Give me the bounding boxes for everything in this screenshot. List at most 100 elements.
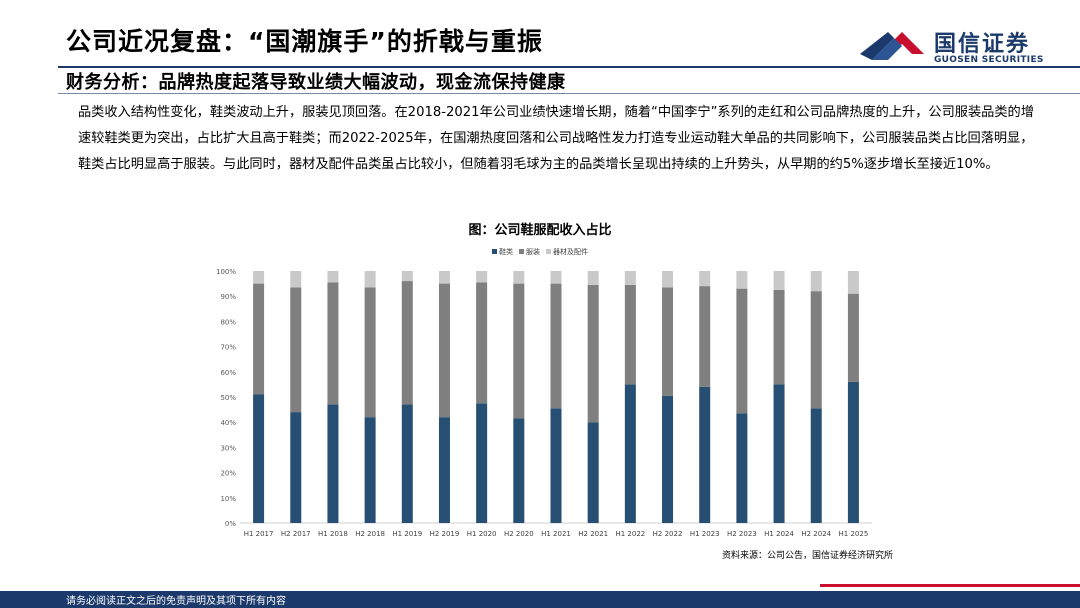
footer-accent: [820, 584, 1080, 587]
bar-segment-footwear: [438, 417, 450, 523]
y-tick-label: 70%: [220, 344, 236, 352]
bar-segment-equipment: [290, 271, 302, 288]
subtitle-rule: [58, 93, 1080, 94]
x-tick-label: H1 2024: [764, 530, 794, 538]
bar-segment-apparel: [736, 288, 748, 414]
bar-segment-equipment: [587, 271, 599, 285]
y-tick-label: 100%: [216, 268, 236, 276]
bar-segment-apparel: [550, 283, 562, 409]
x-tick-label: H2 2017: [281, 530, 311, 538]
x-tick-label: H1 2018: [318, 530, 348, 538]
bar-segment-apparel: [624, 284, 636, 385]
bar-segment-equipment: [476, 271, 488, 283]
footer-disclaimer: 请务必阅读正文之后的免责声明及其项下所有内容: [66, 596, 286, 607]
guosen-logo-icon: [860, 32, 924, 60]
logo-text-en: GUOSEN SECURITIES: [934, 55, 1044, 65]
bar-segment-apparel: [587, 284, 599, 423]
bar-segment-apparel: [253, 283, 265, 395]
bar-segment-apparel: [699, 286, 711, 387]
body-paragraph: 品类收入结构性变化，鞋类波动上升，服装见顶回落。在2018-2021年公司业绩快…: [78, 105, 1034, 172]
chart-title: 图：公司鞋服配收入占比: [468, 223, 612, 238]
y-tick-label: 30%: [220, 444, 236, 452]
guosen-logo: 国信证券 GUOSEN SECURITIES: [858, 24, 1048, 68]
bar-segment-footwear: [327, 404, 339, 523]
bar-segment-footwear: [513, 418, 525, 523]
bar-segment-equipment: [327, 271, 339, 283]
logo-text-cn: 国信证券: [934, 32, 1031, 57]
bar-segment-footwear: [401, 404, 413, 523]
bar-segment-equipment: [773, 271, 785, 290]
bar-segment-footwear: [662, 395, 674, 523]
header-rule: [58, 66, 1080, 68]
bar-segment-equipment: [513, 271, 525, 284]
x-tick-label: H2 2022: [653, 530, 683, 538]
bar-segment-equipment: [438, 271, 450, 284]
x-tick-label: H2 2023: [727, 530, 757, 538]
page-title: 公司近况复盘：“国潮旗手”的折戟与重振: [66, 27, 543, 56]
y-tick-label: 10%: [220, 495, 236, 503]
y-tick-label: 50%: [220, 394, 236, 402]
bar-segment-equipment: [550, 271, 562, 284]
x-tick-label: H2 2018: [355, 530, 385, 538]
y-tick-label: 20%: [220, 470, 236, 478]
x-tick-label: H1 2025: [839, 530, 869, 538]
bar-segment-apparel: [662, 287, 674, 396]
bar-segment-footwear: [624, 384, 636, 523]
section-subtitle: 财务分析：品牌热度起落导致业绩大幅波动，现金流保持健康: [66, 72, 566, 93]
y-tick-label: 40%: [220, 419, 236, 427]
x-tick-label: H1 2020: [467, 530, 497, 538]
x-tick-label: H1 2021: [541, 530, 571, 538]
footer-bar: 请务必阅读正文之后的免责声明及其项下所有内容: [0, 591, 1080, 608]
bar-segment-footwear: [587, 422, 599, 523]
bar-segment-footwear: [253, 394, 265, 523]
bar-segment-equipment: [699, 271, 711, 287]
bar-segment-equipment: [364, 271, 376, 288]
bar-segment-apparel: [847, 293, 859, 382]
x-tick-label: H2 2019: [430, 530, 460, 538]
bar-segment-footwear: [290, 412, 302, 523]
bar-segment-footwear: [550, 408, 562, 523]
y-tick-label: 0%: [225, 520, 236, 528]
bar-segment-apparel: [810, 291, 822, 409]
bar-segment-footwear: [810, 408, 822, 523]
bar-segment-apparel: [438, 283, 450, 418]
bar-segment-equipment: [847, 271, 859, 294]
bar-segment-apparel: [327, 282, 339, 405]
x-tick-label: H1 2022: [615, 530, 645, 538]
bar-segment-apparel: [773, 289, 785, 385]
legend-swatch: [546, 249, 551, 254]
x-tick-label: H2 2021: [578, 530, 608, 538]
bar-segment-equipment: [401, 271, 413, 282]
source-note: 资料来源：公司公告，国信证券经济研究所: [722, 551, 894, 561]
legend-swatch: [519, 249, 524, 254]
bar-segment-equipment: [253, 271, 265, 284]
bar-segment-footwear: [699, 386, 711, 523]
y-tick-label: 90%: [220, 293, 236, 301]
bar-segment-footwear: [847, 381, 859, 523]
bar-segment-footwear: [476, 403, 488, 523]
y-tick-label: 80%: [220, 318, 236, 326]
bar-segment-equipment: [662, 271, 674, 288]
x-tick-label: H2 2020: [504, 530, 534, 538]
x-tick-label: H1 2017: [244, 530, 274, 538]
bar-segment-footwear: [736, 413, 748, 523]
stacked-bar-chart: 0% 10% 20% 30% 40% 50% 60% 70% 80% 90% 100% H1 2017…: [216, 247, 872, 538]
x-tick-label: H1 2023: [690, 530, 720, 538]
x-tick-label: H2 2024: [801, 530, 831, 538]
bar-segment-apparel: [513, 283, 525, 419]
bar-segment-apparel: [290, 287, 302, 413]
bar-segment-apparel: [364, 287, 376, 418]
bar-segment-apparel: [401, 281, 413, 405]
legend-label: 鞋类: [499, 247, 513, 256]
x-tick-label: H1 2019: [392, 530, 422, 538]
bar-segment-footwear: [773, 384, 785, 523]
bar-segment-equipment: [736, 271, 748, 289]
bar-segment-apparel: [476, 282, 488, 404]
y-tick-label: 60%: [220, 369, 236, 377]
legend-label: 器材及配件: [553, 247, 588, 256]
legend-swatch: [492, 249, 497, 254]
bar-segment-equipment: [624, 271, 636, 285]
legend-label: 服装: [526, 247, 540, 256]
bar-segment-equipment: [810, 271, 822, 292]
bar-segment-footwear: [364, 417, 376, 523]
